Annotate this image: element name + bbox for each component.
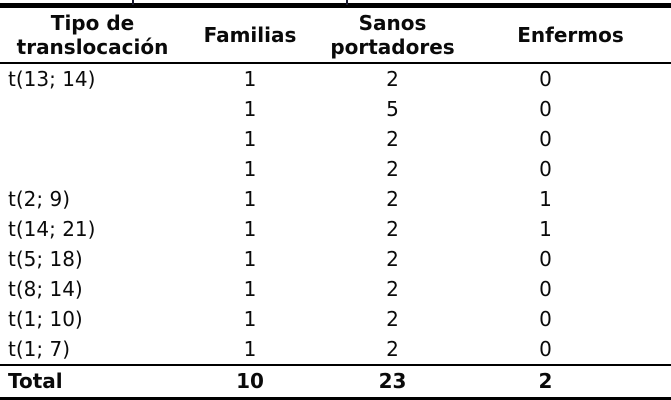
- cell-sanos-portadores: 2: [386, 246, 399, 271]
- crop-artifact-tick: [132, 0, 134, 5]
- cell-sanos-portadores: 5: [386, 96, 399, 121]
- cell-sanos-portadores: 2: [386, 336, 399, 361]
- cell-familias: 1: [243, 276, 257, 301]
- cell-enfermos: 0: [539, 306, 552, 331]
- header-row: Tipo de translocación Familias Sanos por…: [0, 3, 671, 64]
- cell-enfermos: 0: [539, 336, 552, 361]
- table-row: t(14; 21) 1 2 1: [0, 214, 671, 244]
- cell-sanos-portadores: 2: [386, 156, 399, 181]
- translocation-table: Tipo de translocación Familias Sanos por…: [0, 3, 671, 400]
- cell-familias: 1: [243, 186, 257, 211]
- cell-tipo-translocacion: t(8; 14): [8, 276, 83, 301]
- cell-tipo-translocacion: [0, 94, 185, 124]
- table-footer: Total 10 23 2: [0, 363, 671, 400]
- cell-enfermos: 0: [539, 66, 552, 91]
- table-row: t(1; 7) 1 2 0: [0, 334, 671, 365]
- table-row: 1 2 0: [0, 154, 671, 184]
- cell-enfermos: 0: [539, 276, 552, 301]
- total-sanos-portadores: 23: [315, 363, 470, 400]
- cell-sanos-portadores: 2: [386, 186, 399, 211]
- column-header-sanos-portadores: Sanos portadores: [315, 3, 470, 64]
- cell-enfermos: 0: [539, 126, 552, 151]
- cell-familias: 1: [243, 246, 257, 271]
- cell-enfermos: 0: [539, 156, 552, 181]
- cell-familias: 1: [243, 336, 257, 361]
- cell-enfermos: 0: [539, 96, 552, 121]
- table-row: t(1; 10) 1 2 0: [0, 304, 671, 334]
- cell-familias: 1: [243, 216, 257, 241]
- table-body: t(13; 14) 1 2 0 1 5 0 1 2 0 1 2 0: [0, 63, 671, 365]
- cell-familias: 1: [243, 156, 257, 181]
- cell-tipo-translocacion: t(2; 9): [8, 186, 70, 211]
- table-row: t(5; 18) 1 2 0: [0, 244, 671, 274]
- cell-familias: 1: [243, 306, 257, 331]
- table-row: t(2; 9) 1 2 1: [0, 184, 671, 214]
- cell-sanos-portadores: 2: [386, 126, 399, 151]
- cell-tipo-translocacion: t(1; 10): [8, 306, 83, 331]
- cell-familias: 1: [243, 126, 257, 151]
- cell-familias: 1: [243, 96, 257, 121]
- cell-tipo-translocacion: [0, 154, 185, 184]
- column-header-tipo-de-translocacion: Tipo de translocación: [0, 3, 185, 64]
- cell-enfermos: 1: [539, 186, 552, 211]
- cell-tipo-translocacion: t(13; 14): [8, 66, 96, 91]
- cell-familias: 1: [243, 66, 257, 91]
- table-row: 1 2 0: [0, 124, 671, 154]
- table-row: 1 5 0: [0, 94, 671, 124]
- total-familias: 10: [185, 363, 315, 400]
- cell-sanos-portadores: 2: [386, 66, 399, 91]
- table-header: Tipo de translocación Familias Sanos por…: [0, 3, 671, 64]
- cell-enfermos: 1: [539, 216, 552, 241]
- cell-sanos-portadores: 2: [386, 306, 399, 331]
- cell-sanos-portadores: 2: [386, 276, 399, 301]
- cell-tipo-translocacion: t(5; 18): [8, 246, 83, 271]
- total-enfermos: 2: [470, 363, 671, 400]
- cell-tipo-translocacion: t(14; 21): [8, 216, 96, 241]
- total-label: Total: [0, 363, 185, 400]
- cell-tipo-translocacion: [0, 124, 185, 154]
- total-row: Total 10 23 2: [0, 363, 671, 400]
- column-header-enfermos: Enfermos: [470, 3, 671, 64]
- crop-artifact-tick: [346, 0, 348, 5]
- cell-tipo-translocacion: t(1; 7): [8, 336, 70, 361]
- cell-enfermos: 0: [539, 246, 552, 271]
- column-header-familias: Familias: [185, 3, 315, 64]
- table-row: t(13; 14) 1 2 0: [0, 63, 671, 94]
- table-row: t(8; 14) 1 2 0: [0, 274, 671, 304]
- cell-sanos-portadores: 2: [386, 216, 399, 241]
